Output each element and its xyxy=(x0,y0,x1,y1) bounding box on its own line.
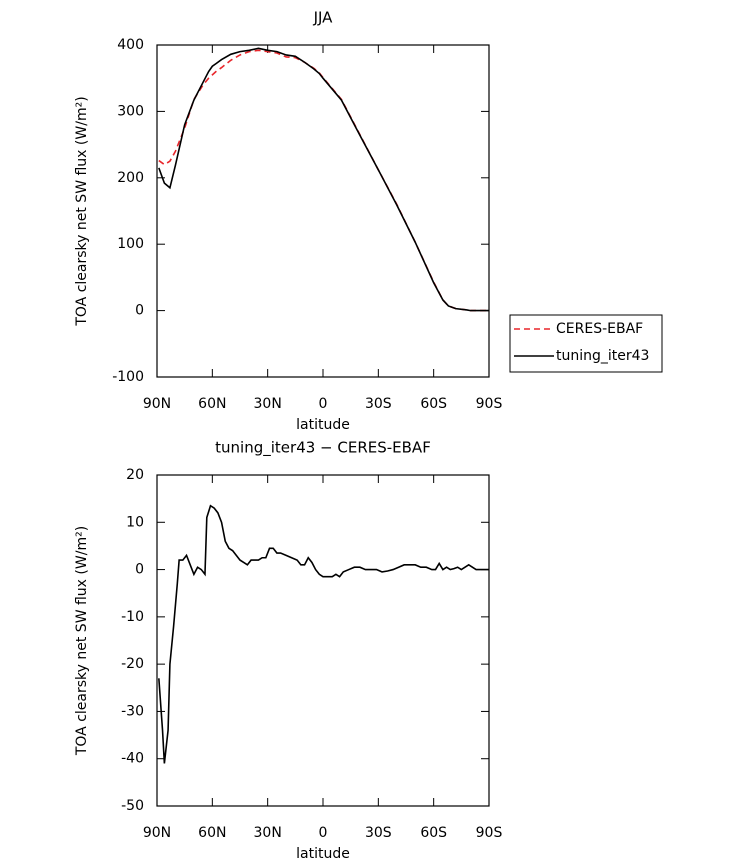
y-tick-label: -10 xyxy=(121,609,144,625)
legend-box xyxy=(509,314,663,373)
legend-label: CERES-EBAF xyxy=(556,321,643,337)
x-tick-label: 60N xyxy=(198,825,226,841)
y-tick-label: 0 xyxy=(135,562,144,578)
y-tick-label: 10 xyxy=(126,514,144,530)
y-tick-label: -30 xyxy=(121,703,144,719)
x-tick-label: 30S xyxy=(365,396,392,412)
y-tick-label: 300 xyxy=(117,103,144,119)
plot-frame xyxy=(156,474,490,807)
y-tick-label: 400 xyxy=(117,37,144,53)
x-tick-label: 0 xyxy=(319,825,328,841)
x-tick-label: 30S xyxy=(365,825,392,841)
x-axis-label: latitude xyxy=(296,846,350,862)
y-tick-label: -100 xyxy=(112,369,144,385)
x-tick-label: 0 xyxy=(319,396,328,412)
y-tick-label: 0 xyxy=(135,303,144,319)
x-tick-label: 60N xyxy=(198,396,226,412)
x-tick-label: 90S xyxy=(476,396,503,412)
y-tick-label: -50 xyxy=(121,798,144,814)
chart-title: tuning_iter43 − CERES-EBAF xyxy=(215,439,431,458)
x-tick-label: 90S xyxy=(476,825,503,841)
x-tick-label: 90N xyxy=(143,396,171,412)
data-line xyxy=(158,47,489,312)
plot-frame xyxy=(156,44,490,378)
data-line xyxy=(158,49,489,312)
y-tick-label: 20 xyxy=(126,467,144,483)
x-tick-label: 90N xyxy=(143,825,171,841)
x-tick-label: 30N xyxy=(254,396,282,412)
chart-title: JJA xyxy=(313,9,334,27)
y-tick-label: -20 xyxy=(121,656,144,672)
x-tick-label: 60S xyxy=(420,825,447,841)
y-tick-label: 200 xyxy=(117,170,144,186)
data-line xyxy=(158,504,489,764)
x-tick-label: 30N xyxy=(254,825,282,841)
x-axis-label: latitude xyxy=(296,417,350,433)
y-axis-label: TOA clearsky net SW flux (W/m²) xyxy=(74,526,90,756)
x-tick-label: 60S xyxy=(420,396,447,412)
y-axis-label: TOA clearsky net SW flux (W/m²) xyxy=(74,96,90,326)
legend-label: tuning_iter43 xyxy=(556,348,649,364)
y-tick-label: 100 xyxy=(117,236,144,252)
y-tick-label: -40 xyxy=(121,751,144,767)
